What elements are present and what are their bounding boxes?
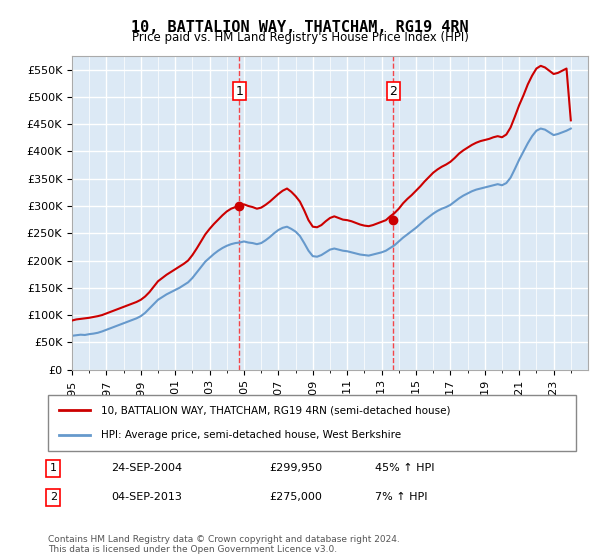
Text: 7% ↑ HPI: 7% ↑ HPI xyxy=(376,492,428,502)
Text: 10, BATTALION WAY, THATCHAM, RG19 4RN: 10, BATTALION WAY, THATCHAM, RG19 4RN xyxy=(131,20,469,35)
Text: 2: 2 xyxy=(389,85,397,98)
Text: 04-SEP-2013: 04-SEP-2013 xyxy=(112,492,182,502)
Text: £299,950: £299,950 xyxy=(270,463,323,473)
Text: Price paid vs. HM Land Registry's House Price Index (HPI): Price paid vs. HM Land Registry's House … xyxy=(131,31,469,44)
Text: 10, BATTALION WAY, THATCHAM, RG19 4RN (semi-detached house): 10, BATTALION WAY, THATCHAM, RG19 4RN (s… xyxy=(101,405,450,416)
Text: 2: 2 xyxy=(50,492,57,502)
Text: Contains HM Land Registry data © Crown copyright and database right 2024.
This d: Contains HM Land Registry data © Crown c… xyxy=(48,535,400,554)
Text: £275,000: £275,000 xyxy=(270,492,323,502)
Text: 1: 1 xyxy=(235,85,243,98)
Text: 1: 1 xyxy=(50,463,57,473)
Text: 24-SEP-2004: 24-SEP-2004 xyxy=(112,463,182,473)
FancyBboxPatch shape xyxy=(48,395,576,451)
Text: HPI: Average price, semi-detached house, West Berkshire: HPI: Average price, semi-detached house,… xyxy=(101,430,401,440)
Text: 45% ↑ HPI: 45% ↑ HPI xyxy=(376,463,435,473)
